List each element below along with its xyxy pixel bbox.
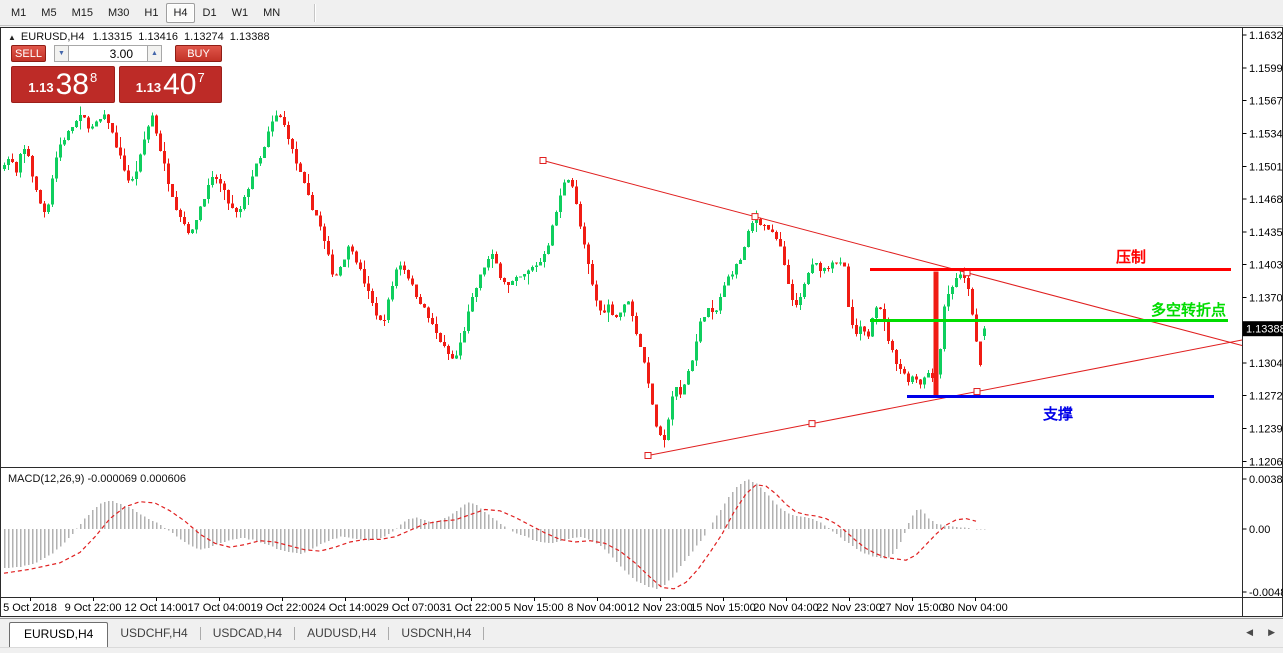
tab-usdcnh-h4[interactable]: USDCNH,H4 bbox=[401, 626, 472, 640]
sell-price-pip: 8 bbox=[89, 70, 98, 85]
resistance-line-label: 压制 bbox=[1116, 248, 1146, 266]
chart-window: 压制多空转折点支撑 MACD(12,26,9) -0.000069 0.00060… bbox=[0, 27, 1283, 617]
date-label: 8 Nov 04:00 bbox=[567, 602, 626, 614]
volume-stepper: ▼ 3.00 ▲ bbox=[54, 45, 162, 62]
symbol-ohlc-header: ▲ EURUSD,H4 1.13315 1.13416 1.13274 1.13388 bbox=[8, 31, 270, 43]
sell-price-big: 38 bbox=[55, 68, 89, 101]
one-click-trading-panel: SELL ▼ 3.00 ▲ BUY 1.13 38 8 1.13 40 7 bbox=[11, 45, 222, 103]
macd-signal-line bbox=[3, 484, 977, 590]
tab-separator bbox=[483, 627, 485, 640]
date-label: 31 Oct 22:00 bbox=[440, 602, 503, 614]
tab-audusd-h4[interactable]: AUDUSD,H4 bbox=[307, 626, 377, 640]
candlestick-series[interactable] bbox=[3, 106, 986, 448]
window-bottom-edge bbox=[0, 647, 1283, 653]
date-label: 29 Oct 07:00 bbox=[377, 602, 440, 614]
volume-decrease-icon[interactable]: ▼ bbox=[54, 45, 69, 62]
descending-trendline[interactable] bbox=[539, 157, 1243, 346]
tab-separator bbox=[294, 627, 296, 640]
toolbar-divider bbox=[314, 3, 317, 22]
tab-scroll-left-icon[interactable]: ◀ bbox=[1246, 627, 1254, 637]
buy-button[interactable]: BUY bbox=[175, 45, 222, 62]
price-axis-label: 1.16325 bbox=[1249, 30, 1283, 42]
price-axis-label: 1.14030 bbox=[1249, 260, 1283, 272]
date-label: 24 Oct 14:00 bbox=[314, 602, 377, 614]
timeframe-button-m15[interactable]: M15 bbox=[71, 6, 93, 19]
buy-price-prefix: 1.13 bbox=[135, 80, 162, 95]
date-label: 22 Nov 23:00 bbox=[816, 602, 881, 614]
timeframe-button-m5[interactable]: M5 bbox=[41, 6, 57, 19]
svg-text:1.13388: 1.13388 bbox=[1246, 324, 1283, 336]
chart-tab-bar: EURUSD,H4 USDCHF,H4 USDCAD,H4 AUDUSD,H4 USDC… bbox=[0, 618, 1283, 647]
volume-field[interactable]: 3.00 bbox=[69, 45, 147, 62]
open-value: 1.13315 bbox=[92, 31, 133, 43]
date-label: 15 Nov 15:00 bbox=[690, 602, 755, 614]
timeframe-button-m1[interactable]: M1 bbox=[11, 6, 27, 19]
timeframe-button-m30[interactable]: M30 bbox=[107, 6, 130, 19]
sell-price-prefix: 1.13 bbox=[28, 80, 54, 95]
timeframe-button-d1[interactable]: D1 bbox=[202, 6, 217, 19]
timeframe-button-mn[interactable]: MN bbox=[263, 6, 281, 19]
tab-usdcad-h4[interactable]: USDCAD,H4 bbox=[212, 626, 283, 640]
date-label: 12 Oct 14:00 bbox=[125, 602, 188, 614]
macd-axis-label: 0.003847 bbox=[1249, 474, 1283, 486]
support-line-label: 支撑 bbox=[1042, 405, 1073, 423]
buy-price-pip: 7 bbox=[197, 70, 205, 85]
date-label: 17 Oct 04:00 bbox=[188, 602, 251, 614]
symbol-label: EURUSD,H4 bbox=[20, 31, 85, 43]
price-axis-label: 1.12060 bbox=[1249, 457, 1283, 469]
support-line[interactable]: 支撑 bbox=[907, 395, 1214, 424]
tab-scroll-right-icon[interactable]: ▶ bbox=[1268, 627, 1275, 637]
price-axis-label: 1.14355 bbox=[1249, 227, 1283, 239]
price-axis-label: 1.15010 bbox=[1249, 162, 1283, 174]
macd-axis-label: -0.00485 bbox=[1249, 587, 1283, 599]
tab-eurusd-h4[interactable]: EURUSD,H4 bbox=[9, 622, 109, 647]
high-value: 1.13416 bbox=[138, 31, 179, 43]
price-axis-label: 1.13700 bbox=[1249, 293, 1283, 305]
price-axis-label: 1.12390 bbox=[1249, 424, 1283, 436]
price-axis-label: 1.12720 bbox=[1249, 391, 1283, 403]
timeframe-button-w1[interactable]: W1 bbox=[231, 6, 249, 19]
price-axis-label: 1.13045 bbox=[1249, 358, 1283, 370]
macd-label: MACD(12,26,9) -0.000069 0.000606 bbox=[8, 473, 186, 485]
date-label: 5 Nov 15:00 bbox=[504, 602, 563, 614]
date-label: 5 Oct 2018 bbox=[3, 602, 57, 614]
price-axis-label: 1.15995 bbox=[1249, 63, 1283, 75]
timeframe-button-h4[interactable]: H4 bbox=[166, 2, 195, 23]
current-price-badge: 1.13388 bbox=[1242, 321, 1283, 337]
buy-price-box[interactable]: 1.13 40 7 bbox=[118, 66, 222, 103]
low-value: 1.13274 bbox=[184, 31, 224, 43]
buy-price-big: 40 bbox=[163, 68, 197, 101]
price-axis-label: 1.15670 bbox=[1249, 96, 1283, 108]
sell-price-box[interactable]: 1.13 38 8 bbox=[11, 66, 115, 103]
price-axis-label: 1.15340 bbox=[1249, 129, 1283, 141]
time-axis[interactable]: 5 Oct 2018 9 Oct 22:00 12 Oct 14:00 17 Oct … bbox=[3, 597, 1008, 615]
chart-symbol-icon: ▲ bbox=[8, 33, 16, 42]
resistance-line[interactable]: 压制 bbox=[870, 248, 1231, 271]
timeframe-button-h1[interactable]: H1 bbox=[144, 6, 159, 19]
macd-axis[interactable]: 0.003847 0.00 -0.00485 bbox=[1242, 474, 1283, 599]
pivot-line[interactable]: 多空转折点 bbox=[870, 301, 1228, 322]
macd-indicator: MACD(12,26,9) -0.000069 0.000606 bbox=[3, 473, 986, 590]
tab-usdchf-h4[interactable]: USDCHF,H4 bbox=[120, 626, 188, 640]
tab-separator bbox=[388, 627, 390, 640]
sell-button[interactable]: SELL bbox=[11, 45, 46, 62]
date-label: 27 Nov 15:00 bbox=[879, 602, 944, 614]
macd-axis-label: 0.00 bbox=[1249, 524, 1270, 536]
date-label: 30 Nov 04:00 bbox=[942, 602, 1007, 614]
date-label: 9 Oct 22:00 bbox=[65, 602, 122, 614]
pivot-line-label: 多空转折点 bbox=[1151, 301, 1226, 319]
price-axis[interactable]: 1.16325 1.15995 1.15670 1.15340 1.15010 1.146… bbox=[1242, 30, 1283, 469]
tab-separator bbox=[199, 627, 201, 640]
timeframe-toolbar: M1 M5 M15 M30 H1 H4 D1 W1 MN bbox=[0, 0, 1283, 26]
close-value: 1.13388 bbox=[229, 31, 270, 43]
volume-increase-icon[interactable]: ▲ bbox=[147, 45, 162, 62]
price-axis-label: 1.14685 bbox=[1249, 194, 1283, 206]
date-label: 19 Oct 22:00 bbox=[251, 602, 314, 614]
date-label: 20 Nov 04:00 bbox=[753, 602, 818, 614]
vertical-range-bar[interactable] bbox=[933, 271, 939, 397]
date-label: 12 Nov 23:00 bbox=[627, 602, 692, 614]
